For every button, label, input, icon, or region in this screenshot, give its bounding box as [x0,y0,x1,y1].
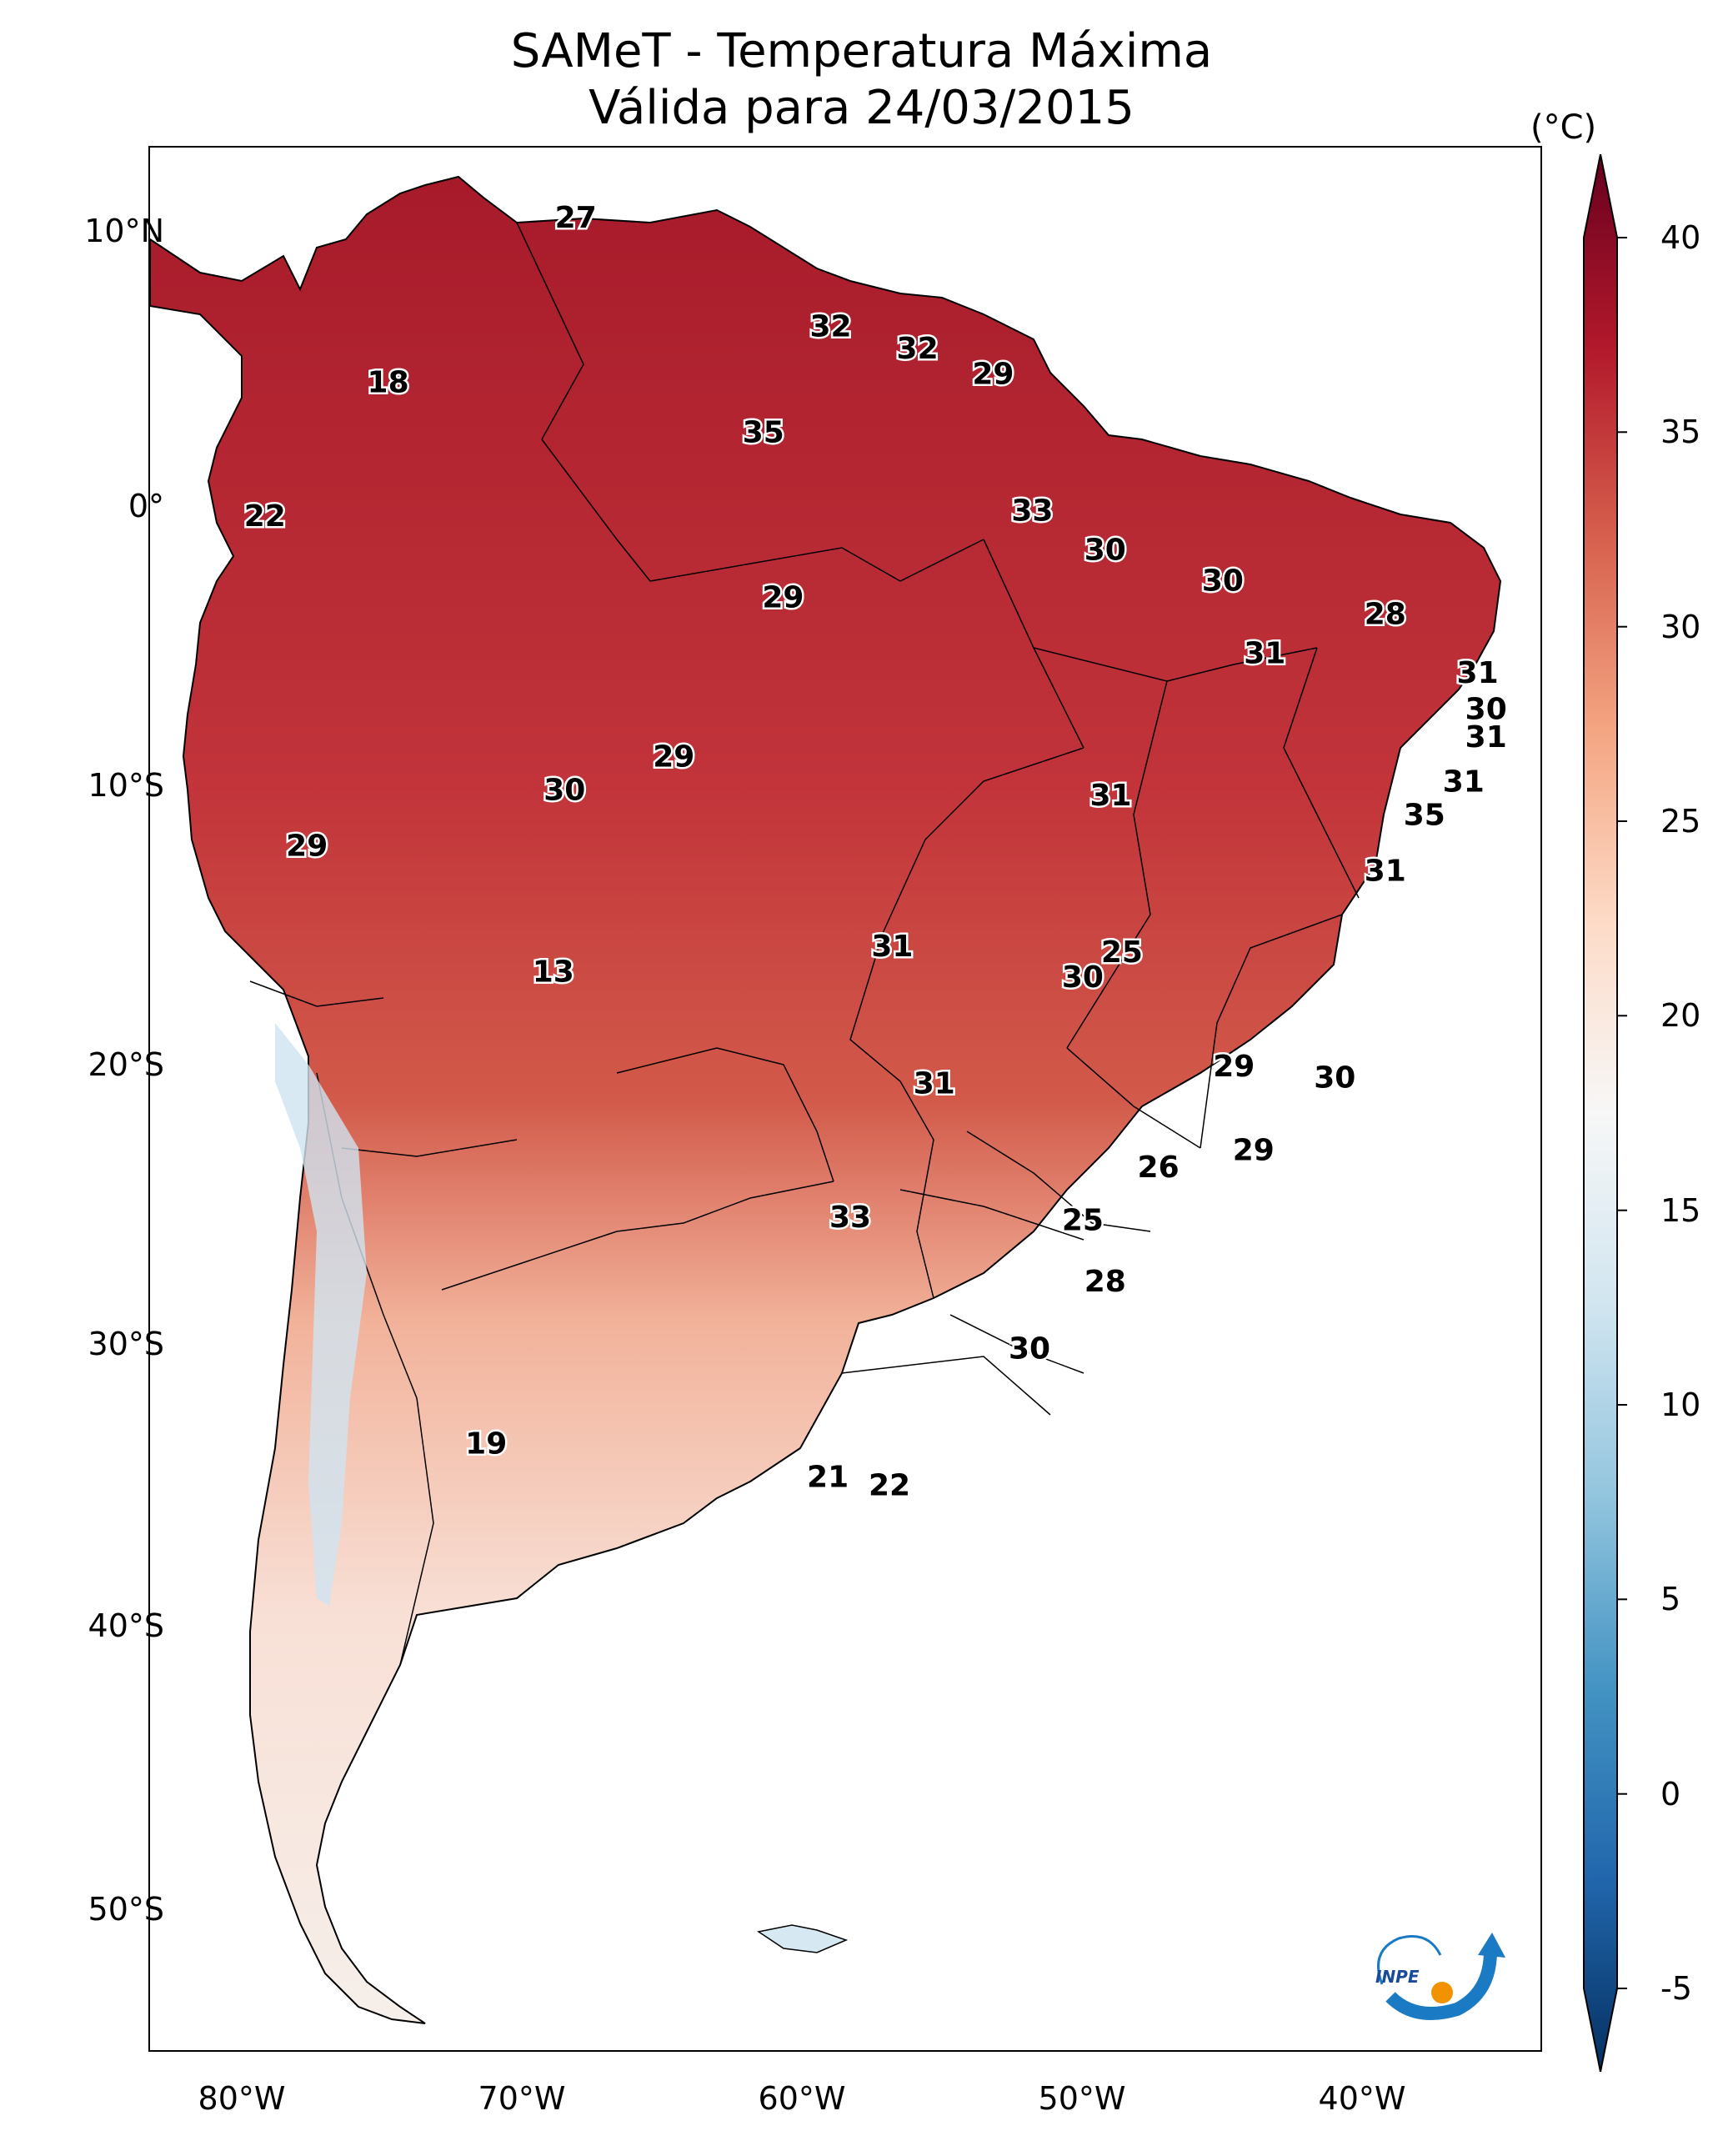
city-temp-label: 31 [871,930,913,964]
city-temp-label: 33 [1011,494,1053,529]
lon-tick-70w: 70°W [478,2080,566,2117]
city-temp-label: 30 [1062,960,1104,995]
map-subtitle: Válida para 24/03/2015 [589,81,1134,135]
city-temp-label: 30 [1084,533,1126,567]
city-temp-label: 29 [1233,1134,1275,1168]
city-temp-label: 29 [1213,1050,1255,1084]
city-temp-label: 31 [1457,656,1499,690]
city-temp-label: 31 [1244,636,1285,670]
inpe-logo: INPE [1375,1933,1505,2020]
logo-arrow [1478,1933,1505,1958]
map-panel: 27 32 32 29 18 35 22 33 30 30 28 29 31 31 30 31 29 30 31 31… [148,146,1542,2052]
city-temp-label: 33 [829,1201,871,1235]
city-temp-label: 27 [555,201,597,235]
map-title: SAMeT - Temperatura Máxima [510,24,1213,78]
lat-tick-0: 0° [128,488,164,524]
city-temp-label: 26 [1138,1151,1180,1185]
lon-tick-50w: 50°W [1038,2080,1126,2117]
city-temp-label: 30 [543,774,585,808]
city-temp-label: 30 [1465,692,1507,726]
lat-tick-30s: 30°S [88,1326,164,1362]
colorbar-tick-label: 10 [1660,1386,1701,1423]
colorbar-tick-label: 35 [1660,414,1701,451]
city-temp-label: 29 [286,830,328,864]
logo-ring [1377,1935,1442,1985]
colorbar [1583,154,1627,2072]
city-temp-label: 31 [914,1066,955,1101]
colorbar-tick-label: 0 [1660,1775,1681,1813]
city-temp-label: 21 [807,1461,849,1495]
city-temp-label: 30 [1314,1061,1355,1096]
colorbar-tick-label: 5 [1660,1581,1681,1618]
city-temp-label: 32 [897,332,939,366]
city-temp-label: 31 [1465,720,1507,755]
city-temp-label: 35 [743,416,784,450]
logo-orange-dot [1431,1982,1453,2003]
city-temp-label: 22 [869,1469,910,1503]
andes-cold-band [275,1023,367,1607]
lon-tick-60w: 60°W [758,2080,846,2117]
city-temp-label: 18 [368,365,409,399]
city-temp-label: 35 [1404,799,1445,833]
city-temp-label: 28 [1365,597,1406,631]
city-temp-label: 29 [653,740,694,774]
city-temp-label: 13 [533,955,574,989]
colorbar-tick-label: -5 [1660,1970,1692,2007]
political-borders [249,222,1360,1666]
city-temp-label: 31 [1443,765,1485,799]
lat-tick-50s: 50°S [88,1891,164,1928]
colorbar-tick-label: 40 [1660,219,1701,256]
city-temp-label: 25 [1062,1203,1104,1237]
city-temp-label: 30 [1202,564,1244,598]
colorbar-tick-label: 15 [1660,1191,1701,1229]
colorbar-tick-label: 30 [1660,608,1701,645]
falkland-islands [757,1924,849,1953]
city-temp-label: 28 [1084,1265,1126,1299]
lat-tick-10s: 10°S [88,767,164,804]
city-temp-label: 29 [762,580,804,614]
city-temp-label: 31 [1089,779,1131,813]
logo-swoosh [1385,1950,1497,2020]
colorbar-unit: (°C) [1530,108,1597,147]
colorbar-tick-label: 25 [1660,803,1701,840]
lat-tick-20s: 20°S [88,1046,164,1083]
lon-tick-40w: 40°W [1318,2080,1406,2117]
city-temp-label: 29 [972,357,1014,391]
lon-tick-80w: 80°W [198,2080,286,2117]
city-temp-label: 25 [1101,935,1143,970]
colorbar-tick-label: 20 [1660,997,1701,1035]
city-temp-label: 22 [244,499,286,534]
city-temp-label: 19 [465,1426,507,1461]
colorbar-ticks [1617,237,1627,1989]
south-america-landmass [150,175,1502,2024]
lat-tick-10n: 10°N [84,213,164,249]
logo-text: INPE [1375,1967,1420,1987]
lat-tick-40s: 40°S [88,1607,164,1644]
city-temp-label: 31 [1365,855,1406,889]
colorbar-body [1583,154,1618,2072]
city-temp-label: 30 [1009,1332,1050,1366]
city-temp-label: 32 [809,309,851,343]
